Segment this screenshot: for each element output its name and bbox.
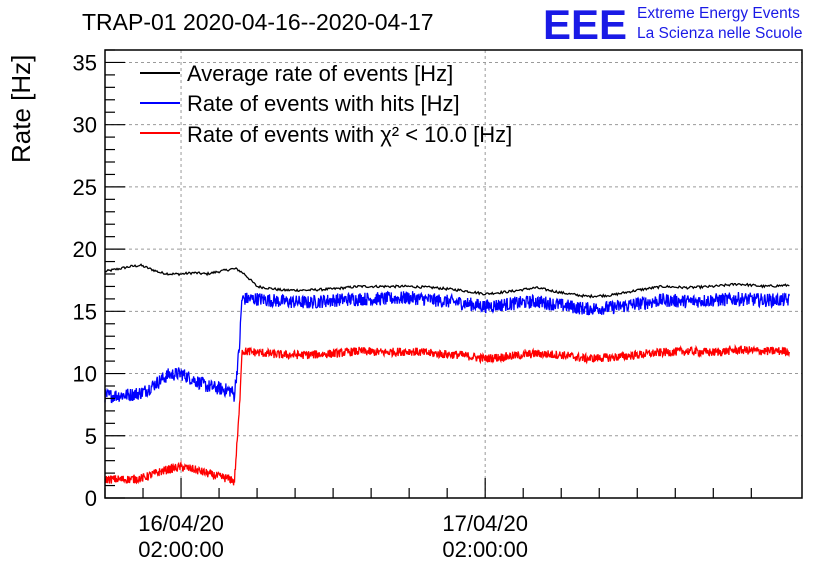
eee-logo-mark: EEE — [543, 1, 627, 48]
eee-logo: EEE Extreme Energy Events La Scienza nel… — [543, 1, 802, 48]
chart-title: TRAP-01 2020-04-16--2020-04-17 — [82, 9, 434, 35]
y-tick-label-35: 35 — [73, 50, 97, 75]
series-line-hits — [104, 290, 790, 404]
y-tick-label-30: 30 — [73, 113, 97, 138]
legend: Average rate of events [Hz] Rate of even… — [140, 61, 512, 147]
y-tick-label-25: 25 — [73, 175, 97, 200]
y-axis-label: Rate [Hz] — [6, 55, 36, 163]
x-tick-date-1: 17/04/20 — [442, 511, 528, 536]
y-tick-label-5: 5 — [85, 424, 97, 449]
y-tick-label-20: 20 — [73, 237, 97, 262]
x-tick-time-0: 02:00:00 — [138, 537, 224, 562]
y-tick-label-15: 15 — [73, 299, 97, 324]
y-tick-label-0: 0 — [85, 486, 97, 511]
legend-label-hits: Rate of events with hits [Hz] — [187, 91, 460, 116]
series-line-chi2 — [104, 343, 790, 486]
legend-label-average: Average rate of events [Hz] — [187, 61, 453, 86]
legend-label-chi2: Rate of events with χ² < 10.0 [Hz] — [187, 122, 512, 147]
x-tick-date-0: 16/04/20 — [138, 511, 224, 536]
series-layer — [104, 263, 790, 486]
tick-layer: 0510152025303516/04/2002:00:0017/04/2002… — [73, 49, 752, 562]
eee-logo-line1: Extreme Energy Events — [637, 5, 800, 22]
x-tick-time-1: 02:00:00 — [442, 537, 528, 562]
y-tick-label-10: 10 — [73, 362, 97, 387]
series-line-average — [104, 263, 790, 299]
eee-logo-line2: La Scienza nelle Scuole — [637, 25, 802, 42]
